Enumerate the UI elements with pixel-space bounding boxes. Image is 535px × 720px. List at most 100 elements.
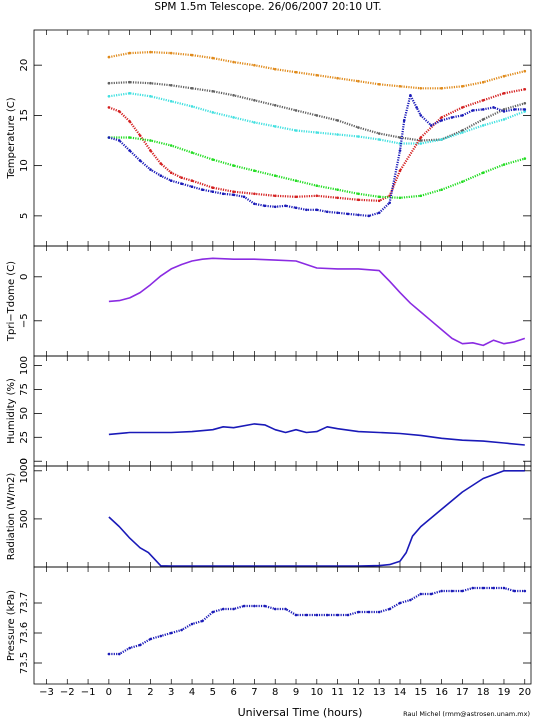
data-point <box>149 637 152 641</box>
data-point <box>377 610 381 614</box>
series-line-5 <box>108 94 525 217</box>
x-tick-label: 15 <box>414 687 427 698</box>
data-point <box>471 586 475 590</box>
y-tick-label: 73.5 <box>19 652 30 674</box>
data-point <box>502 108 506 111</box>
data-point <box>367 610 371 614</box>
data-point <box>481 124 485 127</box>
data-point <box>419 87 423 90</box>
data-point <box>232 607 235 611</box>
y-axis-label: Radiation (W/m2) <box>6 473 17 561</box>
data-point <box>461 589 464 593</box>
data-point <box>138 643 142 647</box>
data-point <box>336 133 339 136</box>
data-point <box>190 105 194 108</box>
data-point <box>211 56 215 60</box>
x-axis: −3 −2 −1 0 1 2 3 4 5 6 7 8 9 10 11 12 13 14 15 16 17 18 19 20 <box>39 687 531 698</box>
data-point <box>409 94 412 97</box>
data-point <box>284 607 287 611</box>
panel-frame <box>33 465 532 568</box>
data-point <box>232 164 235 167</box>
data-point <box>461 85 464 88</box>
y-tick-label: 5 <box>19 213 30 219</box>
data-point <box>461 114 464 117</box>
data-point <box>128 149 131 152</box>
data-point <box>169 171 173 174</box>
data-point <box>336 188 339 191</box>
data-point <box>398 601 402 605</box>
series-line-3 <box>108 88 526 202</box>
data-point <box>440 188 443 191</box>
data-point <box>232 94 235 97</box>
data-point <box>253 202 256 206</box>
data-point <box>419 139 423 142</box>
data-point <box>415 106 418 109</box>
data-point <box>315 208 319 212</box>
data-point <box>357 135 360 138</box>
data-point <box>232 60 235 64</box>
data-point <box>180 176 183 179</box>
data-point <box>128 51 131 55</box>
x-tick-label: −1 <box>81 687 96 698</box>
data-point <box>169 100 173 103</box>
data-point <box>502 74 506 78</box>
data-point <box>440 589 443 593</box>
data-point <box>357 213 360 217</box>
data-point <box>201 188 204 191</box>
data-point <box>523 108 527 111</box>
data-point <box>273 67 277 71</box>
y-tick-label: 73.7 <box>19 592 30 614</box>
data-point <box>388 201 391 205</box>
data-point <box>336 196 339 200</box>
data-point <box>461 131 464 134</box>
data-point <box>273 104 277 107</box>
data-point <box>107 106 111 109</box>
data-point <box>253 99 256 102</box>
data-point <box>315 73 319 77</box>
data-point <box>357 192 360 196</box>
data-point <box>315 131 319 134</box>
data-point <box>294 613 298 617</box>
data-point <box>377 195 381 199</box>
data-point <box>409 598 412 602</box>
data-point <box>159 634 163 638</box>
data-point <box>128 80 131 84</box>
y-tick-label: 100 <box>19 356 30 375</box>
x-tick-label: 10 <box>310 687 323 698</box>
x-tick-label: 2 <box>147 687 153 698</box>
series-line-0 <box>108 257 526 347</box>
data-point <box>211 158 215 161</box>
series-line-0 <box>108 50 526 90</box>
y-tick-label: 0 <box>19 458 30 464</box>
data-point <box>273 205 277 209</box>
data-point <box>471 109 475 112</box>
y-axis-label: Tpri−Tdome (C) <box>6 261 17 342</box>
data-point <box>149 149 152 152</box>
data-point <box>169 51 173 55</box>
data-point <box>305 208 308 212</box>
data-point <box>377 211 381 215</box>
data-point <box>325 210 329 214</box>
x-tick-label: 16 <box>435 687 448 698</box>
data-point <box>419 142 423 145</box>
data-point <box>336 613 339 617</box>
data-layer <box>108 257 526 347</box>
data-point <box>492 106 495 109</box>
data-point <box>305 613 308 617</box>
data-point <box>502 110 506 113</box>
y-tick-label: 50 <box>19 407 30 420</box>
data-point <box>294 195 298 199</box>
data-point <box>502 118 506 121</box>
panel-0: 5 10 15 20 Temperature (C) <box>6 29 532 247</box>
data-point <box>440 87 443 90</box>
data-point <box>419 592 423 596</box>
data-point <box>440 138 443 141</box>
data-point <box>180 182 183 185</box>
y-axis-label: Humidity (%) <box>6 378 17 444</box>
data-point <box>253 121 256 124</box>
data-point <box>128 136 131 139</box>
data-point <box>284 204 287 208</box>
x-tick-label: 18 <box>477 687 490 698</box>
data-point <box>398 196 402 200</box>
